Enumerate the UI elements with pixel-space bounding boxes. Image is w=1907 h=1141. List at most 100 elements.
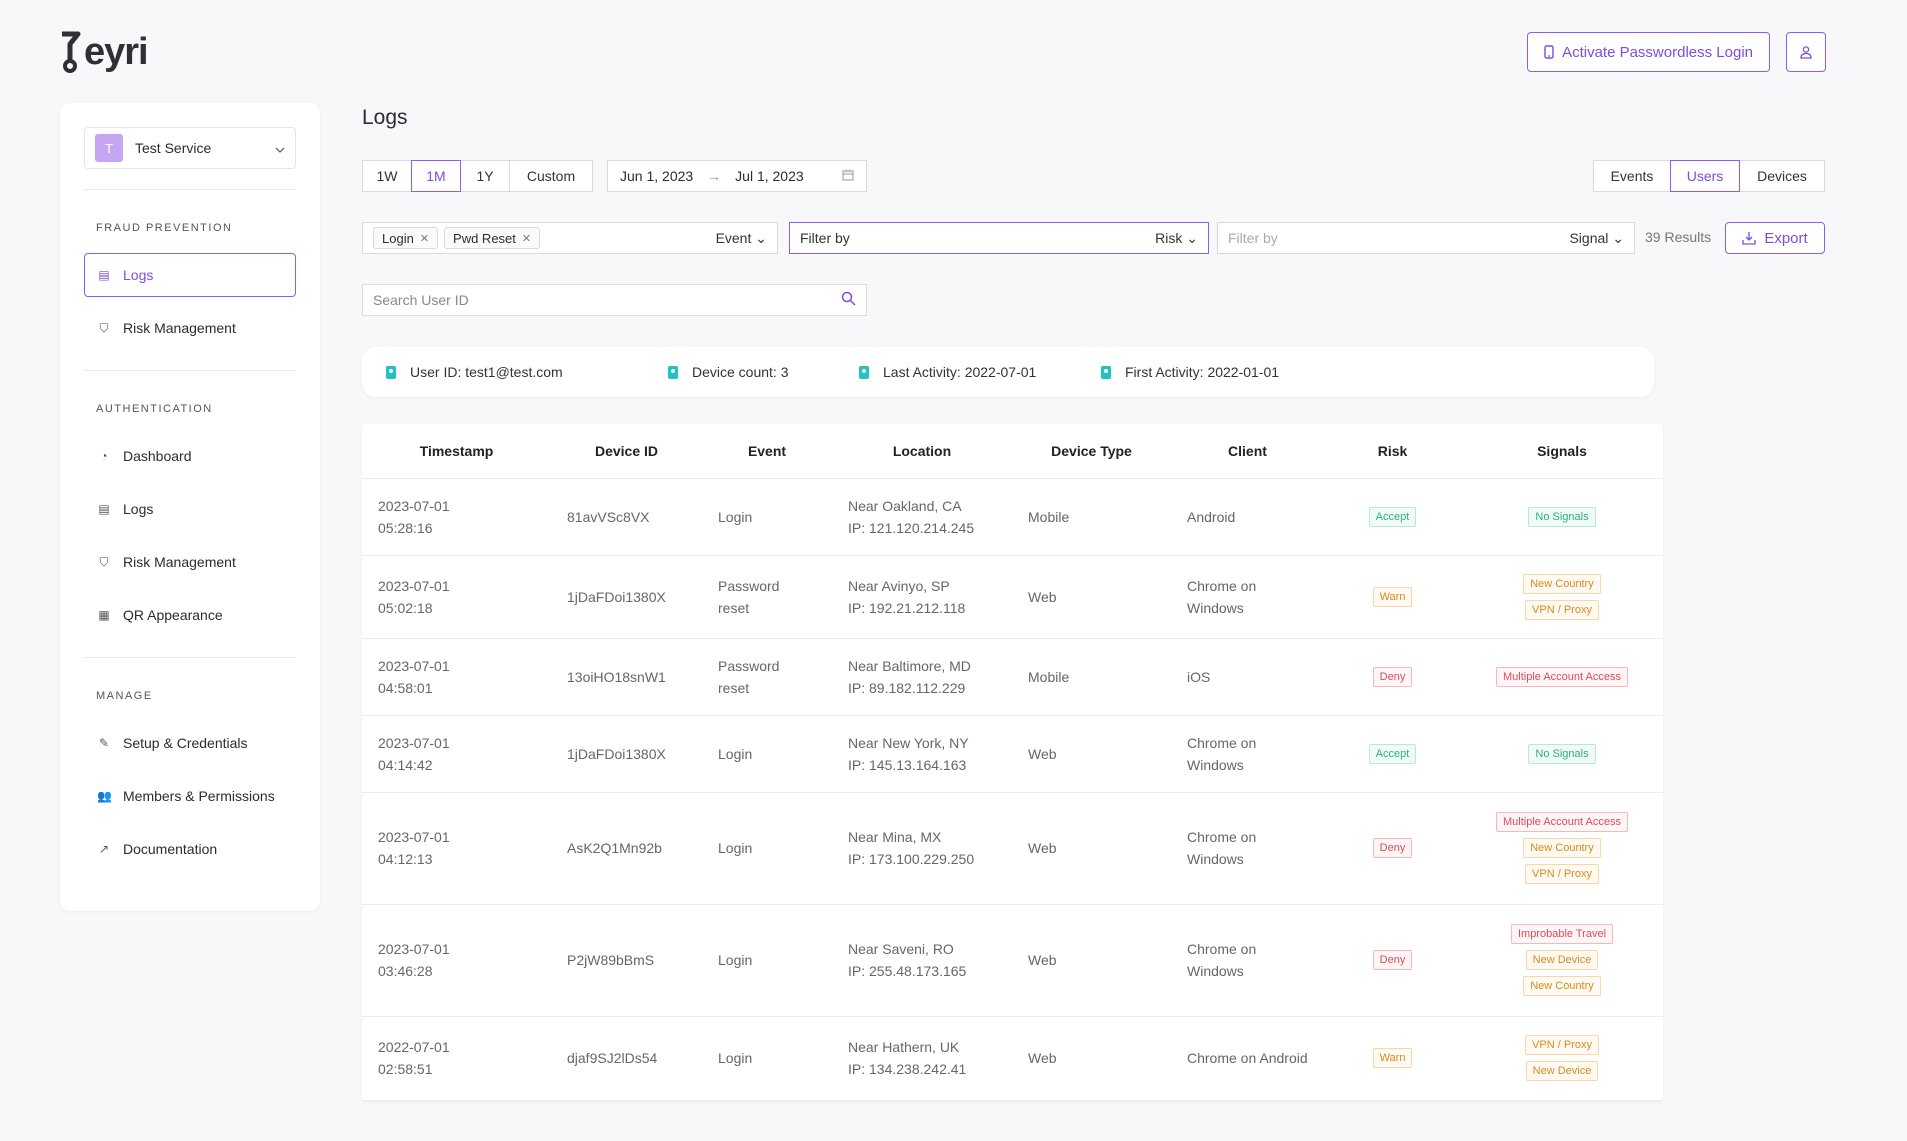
signal-badge: No Signals	[1528, 506, 1596, 527]
device-type-cell: Web	[1012, 792, 1171, 905]
column-header[interactable]: Client	[1171, 424, 1324, 479]
signals-cell: No Signals	[1461, 715, 1663, 793]
event-filter[interactable]: Login ✕ Pwd Reset ✕ Event ⌄	[362, 222, 778, 254]
activate-passwordless-button[interactable]: Activate Passwordless Login	[1527, 32, 1770, 72]
location-text: Near Avinyo, SP	[848, 577, 950, 594]
column-header[interactable]: Location	[832, 424, 1012, 479]
sidebar-item-documentation[interactable]: ↗ Documentation	[84, 827, 296, 871]
event-line: Login	[718, 952, 753, 968]
shield-icon: ⛉	[99, 554, 109, 569]
table-row[interactable]: 2022-07-01 02:58:51 djaf9SJ2lDs54 Login Near…	[362, 1016, 1663, 1101]
risk-cell: Deny	[1324, 638, 1461, 716]
timestamp-time: 04:58:01	[378, 679, 433, 696]
range-custom-button[interactable]: Custom	[509, 160, 593, 192]
arrow-right-icon: →	[707, 168, 722, 184]
client-line: Android	[1187, 508, 1236, 525]
date-range-picker[interactable]: Jun 1, 2023 → Jul 1, 2023	[607, 160, 867, 192]
range-1m-button[interactable]: 1M	[411, 160, 461, 192]
column-header[interactable]: Device ID	[551, 424, 702, 479]
event-cell: Password reset	[702, 638, 832, 716]
timestamp-time: 02:58:51	[378, 1061, 433, 1077]
close-icon[interactable]: ✕	[419, 232, 430, 245]
table-row[interactable]: 2023-07-01 05:28:16 81avVSc8VX Login Near Oa…	[362, 478, 1663, 556]
signal-badge: VPN / Proxy	[1525, 599, 1599, 620]
view-users-button[interactable]: Users	[1670, 160, 1740, 192]
export-button[interactable]: Export	[1725, 222, 1825, 254]
event-tag-pwd-reset[interactable]: Pwd Reset ✕	[444, 227, 541, 249]
sidebar-item-auth-logs[interactable]: ▤ Logs	[84, 487, 296, 531]
header-actions: Activate Passwordless Login	[1527, 32, 1826, 72]
device-id-cell: P2jW89bBmS	[551, 904, 702, 1017]
column-header[interactable]: Signals	[1461, 424, 1663, 479]
view-events-button[interactable]: Events	[1593, 160, 1671, 192]
sidebar-item-label: Members & Permissions	[123, 788, 275, 804]
location-text: Near Hathern, UK	[848, 1039, 960, 1055]
sidebar-item-label: Logs	[123, 501, 154, 517]
event-cell: Login	[702, 904, 832, 1017]
logs-table-card: Timestamp Device ID Event Location Devic…	[362, 424, 1663, 1101]
range-1w-button[interactable]: 1W	[362, 160, 412, 192]
signal-badge: Improbable Travel	[1510, 924, 1614, 944]
column-header[interactable]: Risk	[1324, 424, 1461, 479]
device-type-cell: Mobile	[1012, 478, 1171, 556]
table-row[interactable]: 2023-07-01 04:12:13 AsK2Q1Mn92b Login Near M…	[362, 792, 1663, 905]
client-line: Chrome on	[1187, 941, 1257, 957]
table-row[interactable]: 2023-07-01 04:58:01 13oiHO18snW1 Password re…	[362, 638, 1663, 716]
search-input[interactable]	[373, 292, 841, 308]
last-activity-info: Last Activity: 2022-07-01	[859, 364, 1101, 380]
ip-text: IP: 255.48.173.165	[848, 963, 967, 979]
sidebar-item-fraud-risk-management[interactable]: ⛉ Risk Management	[84, 306, 296, 350]
column-header[interactable]: Timestamp	[362, 424, 551, 479]
device-id-cell: 1jDaFDoi1380X	[551, 555, 702, 639]
search-icon[interactable]	[841, 291, 856, 309]
risk-cell: Warn	[1324, 1016, 1461, 1101]
timestamp-cell: 2023-07-01 03:46:28	[362, 904, 551, 1017]
range-1y-button[interactable]: 1Y	[460, 160, 510, 192]
timestamp-cell: 2023-07-01 05:02:18	[362, 555, 551, 639]
section-title-manage: MANAGE	[96, 690, 153, 702]
sidebar-item-dashboard[interactable]: ◔ Dashboard	[84, 434, 296, 478]
event-line: reset	[718, 679, 750, 696]
column-header[interactable]: Device Type	[1012, 424, 1171, 479]
signals-list: Multiple Account Access New Country VPN / …	[1461, 809, 1663, 887]
event-dropdown[interactable]: Event ⌄	[716, 230, 767, 247]
column-header[interactable]: Event	[702, 424, 832, 479]
sidebar-item-members-permissions[interactable]: 👥 Members & Permissions	[84, 774, 296, 818]
event-line: reset	[718, 599, 750, 616]
id-badge-icon	[386, 365, 396, 379]
event-cell: Login	[702, 478, 832, 556]
risk-filter[interactable]: Filter by Risk ⌄	[789, 222, 1209, 254]
risk-dropdown[interactable]: Risk ⌄	[1155, 230, 1198, 247]
ip-text: IP: 145.13.164.163	[848, 756, 967, 773]
id-badge-icon	[859, 365, 869, 379]
signal-dropdown[interactable]: Signal ⌄	[1569, 230, 1624, 247]
sidebar-item-auth-risk-management[interactable]: ⛉ Risk Management	[84, 540, 296, 584]
wrench-icon: ✎	[98, 736, 110, 750]
ip-text: IP: 121.120.214.245	[848, 519, 975, 536]
signal-badge: New Country	[1523, 976, 1601, 996]
chevron-down-icon	[275, 140, 285, 156]
user-menu-button[interactable]	[1786, 32, 1826, 72]
sidebar-item-fraud-logs[interactable]: ▤ Logs	[84, 253, 296, 297]
sidebar-item-setup-credentials[interactable]: ✎ Setup & Credentials	[84, 721, 296, 765]
signal-filter[interactable]: Filter by Signal ⌄	[1217, 222, 1635, 254]
grid-icon: ▦	[98, 608, 110, 622]
view-segment: Events Users Devices	[1593, 160, 1825, 192]
timestamp-date: 2022-07-01	[378, 1039, 450, 1055]
keyri-logo[interactable]: eyri	[58, 30, 149, 74]
logo-text: eyri	[84, 30, 149, 73]
tag-label: Pwd Reset	[453, 230, 516, 246]
table-row[interactable]: 2023-07-01 03:46:28 P2jW89bBmS Login Near Sa…	[362, 904, 1663, 1017]
timestamp-date: 2023-07-01	[378, 734, 450, 751]
view-devices-button[interactable]: Devices	[1739, 160, 1825, 192]
client-line: iOS	[1187, 668, 1211, 685]
sidebar-item-qr-appearance[interactable]: ▦ QR Appearance	[84, 593, 296, 637]
table-row[interactable]: 2023-07-01 05:02:18 1jDaFDoi1380X Password r…	[362, 555, 1663, 639]
event-tag-login[interactable]: Login ✕	[373, 227, 439, 249]
table-row[interactable]: 2023-07-01 04:14:42 1jDaFDoi1380X Login Near…	[362, 715, 1663, 793]
risk-badge: Warn	[1372, 1048, 1413, 1068]
signals-list: VPN / Proxy New Device	[1461, 1032, 1663, 1084]
close-icon[interactable]: ✕	[521, 232, 532, 245]
event-line: Password	[718, 577, 780, 594]
service-selector[interactable]: T Test Service	[84, 127, 296, 169]
